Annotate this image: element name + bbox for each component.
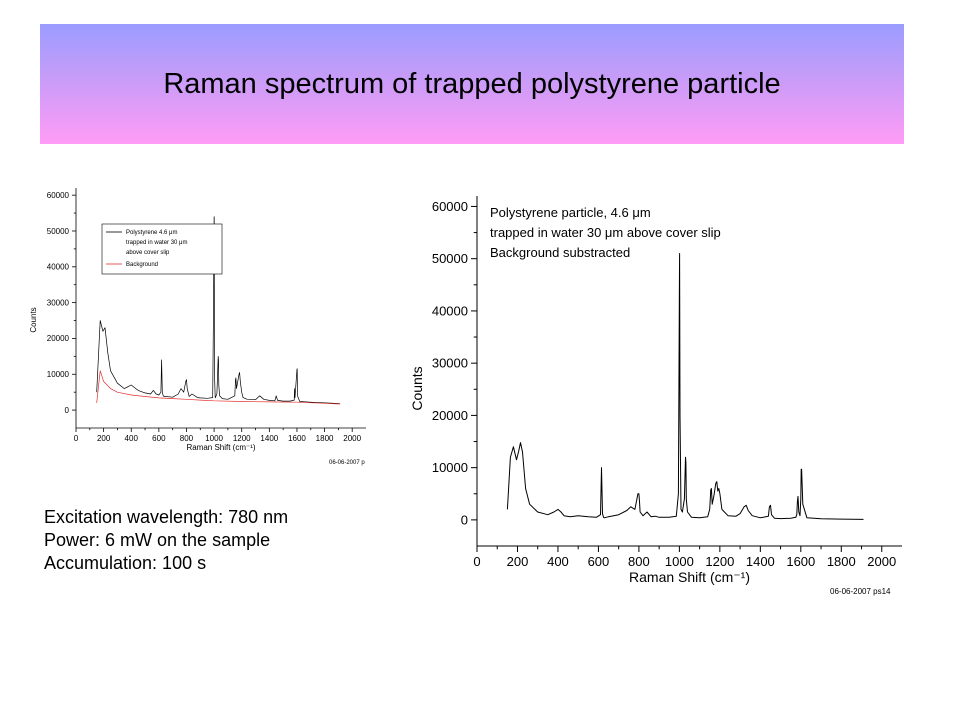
y-tick-label: 0 (65, 406, 70, 415)
x-tick-label: 600 (152, 434, 166, 443)
x-tick-label: 0 (74, 434, 79, 443)
x-tick-label: 600 (588, 554, 610, 569)
series-line-sample (96, 216, 340, 404)
legend-entry-sample: Polystyrene 4.6 μm (126, 230, 177, 236)
y-tick-label: 50000 (47, 227, 70, 236)
x-tick-label: 0 (473, 554, 480, 569)
x-tick-label: 1200 (233, 434, 251, 443)
x-tick-label: 400 (125, 434, 139, 443)
y-tick-label: 20000 (432, 408, 468, 423)
y-axis-label: Counts (29, 307, 38, 332)
x-tick-label: 1400 (746, 554, 775, 569)
x-tick-label: 1600 (786, 554, 815, 569)
y-tick-label: 10000 (432, 460, 468, 475)
y-tick-label: 20000 (47, 334, 70, 343)
y-tick-label: 30000 (432, 356, 468, 371)
series-line-sample (506, 253, 864, 520)
x-tick-label: 1000 (205, 434, 223, 443)
x-tick-label: 400 (547, 554, 569, 569)
date-stamp: 06-06-2007 ps14 (830, 587, 891, 596)
y-tick-label: 50000 (432, 251, 468, 266)
chart-small-with-background: 0 200 400 600 800 1000 1200 1400 1600 1800 2000 0 10… (24, 178, 379, 475)
x-tick-label: 1200 (705, 554, 734, 569)
experiment-parameters: Excitation wavelength: 780 nm Power: 6 m… (44, 506, 288, 575)
y-tick-label: 60000 (47, 191, 70, 200)
y-tick-label: 60000 (432, 199, 468, 214)
chart-annotation-line: Polystyrene particle, 4.6 μm (490, 205, 651, 220)
chart-small-svg: 0 200 400 600 800 1000 1200 1400 1600 1800 2000010… (29, 188, 366, 466)
legend-entry-background: Background (126, 262, 158, 268)
chart-large-background-subtracted: 0 200 400 600 800 1000 1200 1400 1600 1800 2000 0 10… (400, 190, 920, 613)
x-tick-label: 1800 (316, 434, 334, 443)
y-axis-label: Counts (409, 366, 425, 410)
x-tick-label: 2000 (867, 554, 896, 569)
chart-annotation-line: trapped in water 30 μm above cover slip (490, 225, 721, 240)
x-tick-label: 1000 (665, 554, 694, 569)
x-tick-label: 2000 (343, 434, 361, 443)
x-tick-label: 1800 (827, 554, 856, 569)
x-tick-label: 1400 (260, 434, 278, 443)
chart-large-svg: 0 200 400 600 800 1000 1200 1400 1600 1800 2000010… (409, 196, 902, 596)
legend-entry-sample-line3: above cover slip (126, 250, 170, 256)
x-axis-label: Raman Shift (cm⁻¹) (186, 443, 255, 452)
series-line-background (96, 370, 340, 405)
y-tick-label: 10000 (47, 370, 70, 379)
date-stamp: 06-06-2007 p (329, 460, 365, 466)
title-banner: Raman spectrum of trapped polystyrene pa… (40, 24, 904, 144)
power-text: Power: 6 mW on the sample (44, 530, 271, 550)
y-tick-label: 30000 (47, 298, 70, 307)
x-axis-label: Raman Shift (cm⁻¹) (629, 569, 750, 585)
x-tick-label: 200 (507, 554, 529, 569)
accumulation-text: Accumulation: 100 s (44, 553, 207, 573)
x-tick-label: 1600 (288, 434, 306, 443)
y-tick-label: 0 (461, 512, 468, 527)
slide-title: Raman spectrum of trapped polystyrene pa… (163, 67, 781, 100)
y-tick-label: 40000 (47, 263, 70, 272)
x-tick-label: 200 (97, 434, 111, 443)
y-tick-label: 40000 (432, 303, 468, 318)
legend-entry-sample-line2: trapped in water 30 μm (126, 240, 188, 246)
chart-annotation-line: Background substracted (490, 245, 630, 260)
excitation-wavelength-text: Excitation wavelength: 780 nm (44, 507, 289, 527)
x-tick-label: 800 (628, 554, 650, 569)
x-tick-label: 800 (180, 434, 194, 443)
